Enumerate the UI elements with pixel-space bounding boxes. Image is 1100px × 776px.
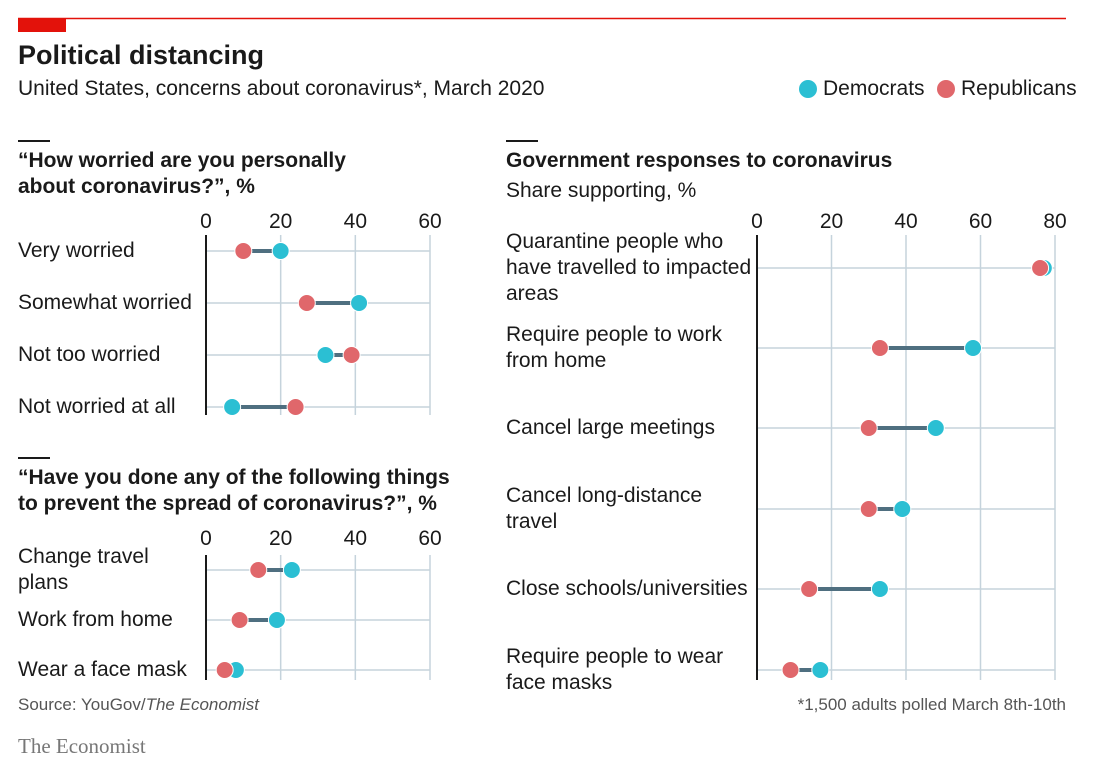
panel-title: “Have you done any of the following thin…	[18, 466, 450, 515]
dot	[350, 294, 369, 312]
category-label: Wear a face mask	[18, 658, 187, 681]
category-label: Close schools/universities	[506, 577, 748, 600]
dot	[230, 611, 249, 629]
title: Political distancing	[18, 40, 265, 70]
x-tick-label: 40	[343, 527, 367, 550]
category-label: Very worried	[18, 239, 135, 262]
x-tick-label: 20	[268, 527, 293, 550]
footnote: *1,500 adults polled March 8th-10th	[797, 695, 1066, 714]
dot	[926, 419, 945, 437]
dot	[286, 398, 305, 416]
dot	[267, 611, 286, 629]
x-tick-label: 60	[418, 210, 442, 233]
legend-marker	[799, 80, 817, 98]
category-label: Require people to wear face masks	[506, 645, 724, 694]
source: Source: YouGov/The Economist	[18, 692, 259, 718]
x-tick-label: 0	[200, 527, 212, 550]
dot	[1031, 259, 1050, 277]
panel-title: Government responses to coronavirus	[506, 149, 893, 172]
dot	[870, 580, 889, 598]
dot	[800, 580, 819, 598]
x-tick-label: 60	[418, 527, 442, 550]
dot	[215, 661, 234, 679]
brand: The Economist	[18, 734, 146, 758]
brand-tag	[18, 18, 66, 32]
category-label: Cancel long-distance travel	[506, 484, 703, 533]
legend-label: Republicans	[961, 77, 1077, 100]
category-label: Not too worried	[18, 343, 161, 366]
dot	[811, 661, 830, 679]
category-label: Not worried at all	[18, 395, 176, 418]
category-label: Quarantine people who have travelled to …	[506, 230, 752, 305]
dot	[223, 398, 242, 416]
category-label: Require people to work from home	[506, 323, 722, 372]
subtitle: United States, concerns about coronaviru…	[18, 77, 545, 100]
dot	[964, 339, 983, 357]
category-label: Somewhat worried	[18, 291, 192, 314]
x-tick-label: 0	[200, 210, 212, 233]
dot	[859, 500, 878, 518]
x-tick-label: 80	[1043, 210, 1067, 233]
panel-title: “How worried are you personally about co…	[18, 149, 346, 198]
panel-subtitle: Share supporting, %	[506, 179, 697, 202]
x-tick-label: 40	[343, 210, 367, 233]
dot	[271, 242, 290, 260]
category-label: Change travel plans	[18, 545, 149, 594]
dot	[297, 294, 316, 312]
x-tick-label: 20	[268, 210, 293, 233]
source-publication: The Economist	[145, 695, 259, 714]
dot	[870, 339, 889, 357]
legend-marker	[937, 80, 955, 98]
dot	[893, 500, 912, 518]
dot	[342, 346, 361, 364]
legend-label: Democrats	[823, 77, 925, 100]
category-label: Cancel large meetings	[506, 416, 715, 439]
dot	[316, 346, 335, 364]
category-label: Work from home	[18, 608, 173, 631]
x-tick-label: 0	[751, 210, 763, 233]
x-tick-label: 40	[894, 210, 918, 233]
dot	[249, 561, 268, 579]
source-text: Source: YouGov/	[18, 695, 146, 714]
dot	[234, 242, 253, 260]
x-tick-label: 20	[819, 210, 844, 233]
dot	[282, 561, 301, 579]
x-tick-label: 60	[968, 210, 993, 233]
dot	[859, 419, 878, 437]
dot	[781, 661, 800, 679]
